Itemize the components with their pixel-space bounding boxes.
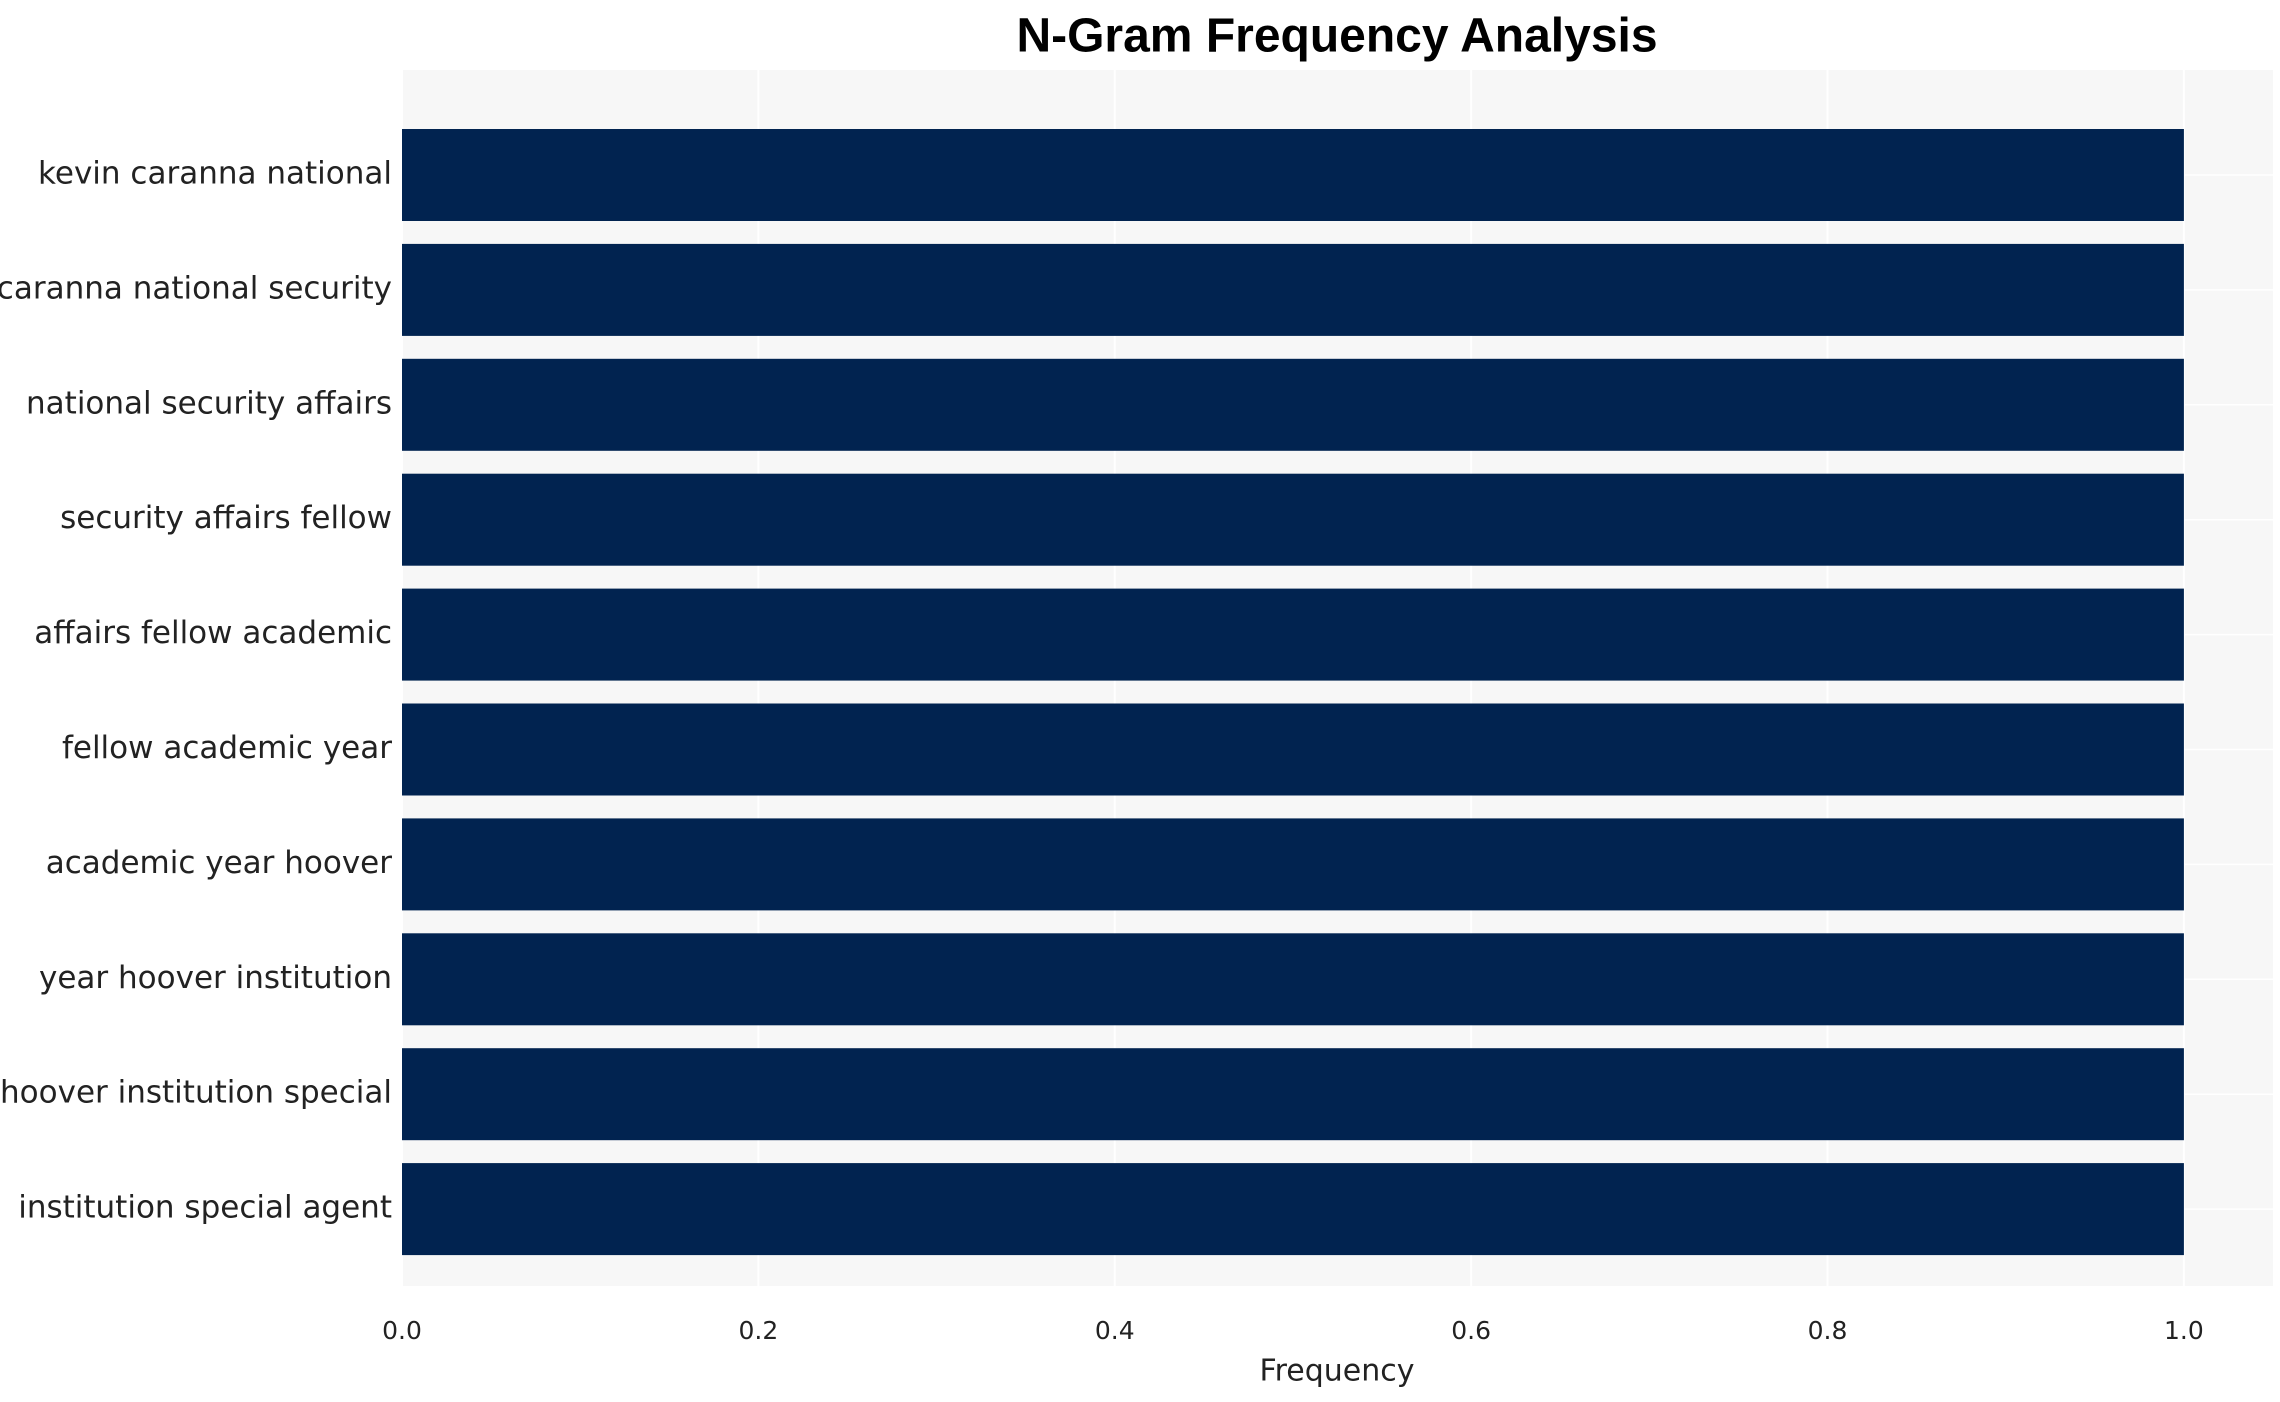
x-tick-label: 0.0 xyxy=(382,1316,422,1345)
bar xyxy=(402,358,2184,451)
chart-title: N-Gram Frequency Analysis xyxy=(1016,10,1657,63)
bar xyxy=(402,933,2184,1026)
bar xyxy=(402,243,2184,336)
y-tick-label: institution special agent xyxy=(18,1190,392,1226)
y-tick-label: hoover institution special xyxy=(0,1075,392,1111)
y-tick-label: academic year hoover xyxy=(46,845,393,881)
y-tick-label: affairs fellow academic xyxy=(34,615,392,651)
bar xyxy=(402,818,2184,911)
y-tick-label: kevin caranna national xyxy=(38,156,392,192)
y-tick-label: national security affairs xyxy=(26,385,392,421)
x-tick-label: 1.0 xyxy=(2164,1316,2204,1345)
y-tick-label: security affairs fellow xyxy=(60,500,392,536)
bar xyxy=(402,129,2184,221)
y-tick-label: year hoover institution xyxy=(39,960,392,996)
x-tick-label: 0.6 xyxy=(1451,1316,1491,1345)
x-tick-label: 0.4 xyxy=(1095,1316,1135,1345)
bar xyxy=(402,1163,2184,1256)
y-tick-label: caranna national security xyxy=(0,270,392,306)
bar xyxy=(402,703,2184,796)
x-tick-label: 0.8 xyxy=(1808,1316,1848,1345)
x-axis-label: Frequency xyxy=(1260,1354,1415,1389)
y-tick-label: fellow academic year xyxy=(62,730,392,766)
bar xyxy=(402,473,2184,566)
bar xyxy=(402,588,2184,681)
bar xyxy=(402,1048,2184,1141)
x-tick-label: 0.2 xyxy=(738,1316,778,1345)
